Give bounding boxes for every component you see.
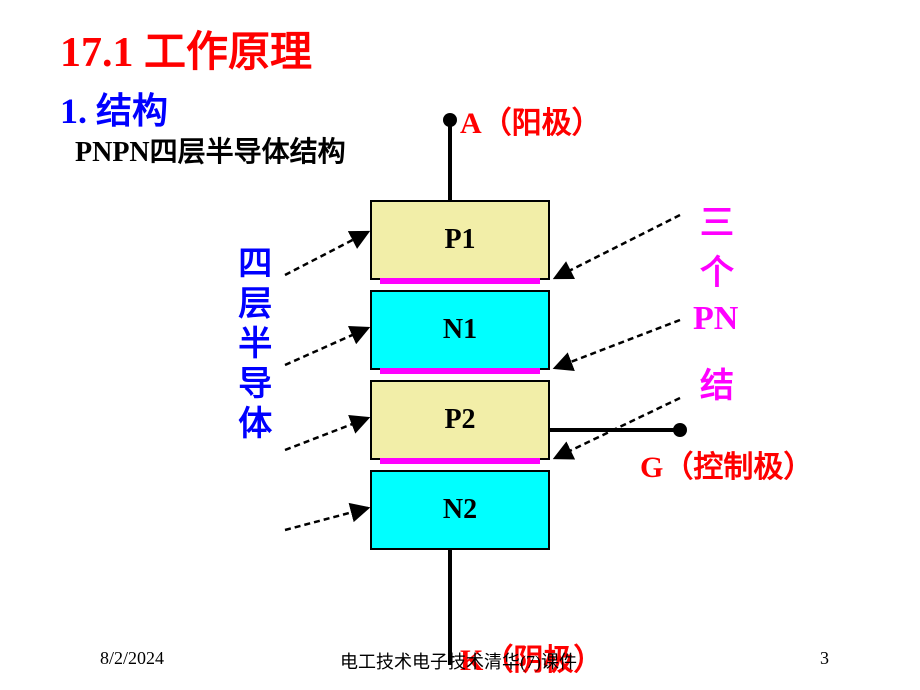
layer-n2: N2 xyxy=(370,470,550,550)
pn-junction-1 xyxy=(380,278,540,284)
anode-label: A（阳极） xyxy=(460,98,602,142)
layer-n1-label: N1 xyxy=(443,314,477,346)
pn-junction-3 xyxy=(380,458,540,464)
layer-p1: P1 xyxy=(370,200,550,280)
footer-date: 8/2/2024 xyxy=(100,648,164,669)
anode-terminal-dot xyxy=(443,113,457,127)
pn-junction-2 xyxy=(380,368,540,374)
layer-p1-label: P1 xyxy=(444,224,475,256)
layer-n2-label: N2 xyxy=(443,494,477,526)
subtitle-structure: 1. 结构 xyxy=(60,82,168,134)
layer-p2: P2 xyxy=(370,380,550,460)
layer-p2-label: P2 xyxy=(444,404,475,436)
anode-wire xyxy=(448,120,452,200)
gate-terminal-dot xyxy=(673,423,687,437)
gate-label: G（控制极） xyxy=(640,442,813,486)
right-label-jie: 结 xyxy=(700,358,734,407)
gate-wire xyxy=(550,428,680,432)
layer-n1: N1 xyxy=(370,290,550,370)
footer-page: 3 xyxy=(820,648,829,669)
footer-title: 电工技术电子技术清华(7)课件 xyxy=(340,648,577,674)
subtext-pnpn: PNPN四层半导体结构 xyxy=(75,130,346,170)
left-label-four-layers: 四层半导体 xyxy=(230,245,271,445)
right-label-ge: 个 xyxy=(700,245,734,294)
right-label-pn: PN xyxy=(693,300,738,338)
page-title: 17.1 工作原理 xyxy=(60,18,312,79)
right-label-san: 三 xyxy=(700,195,734,244)
